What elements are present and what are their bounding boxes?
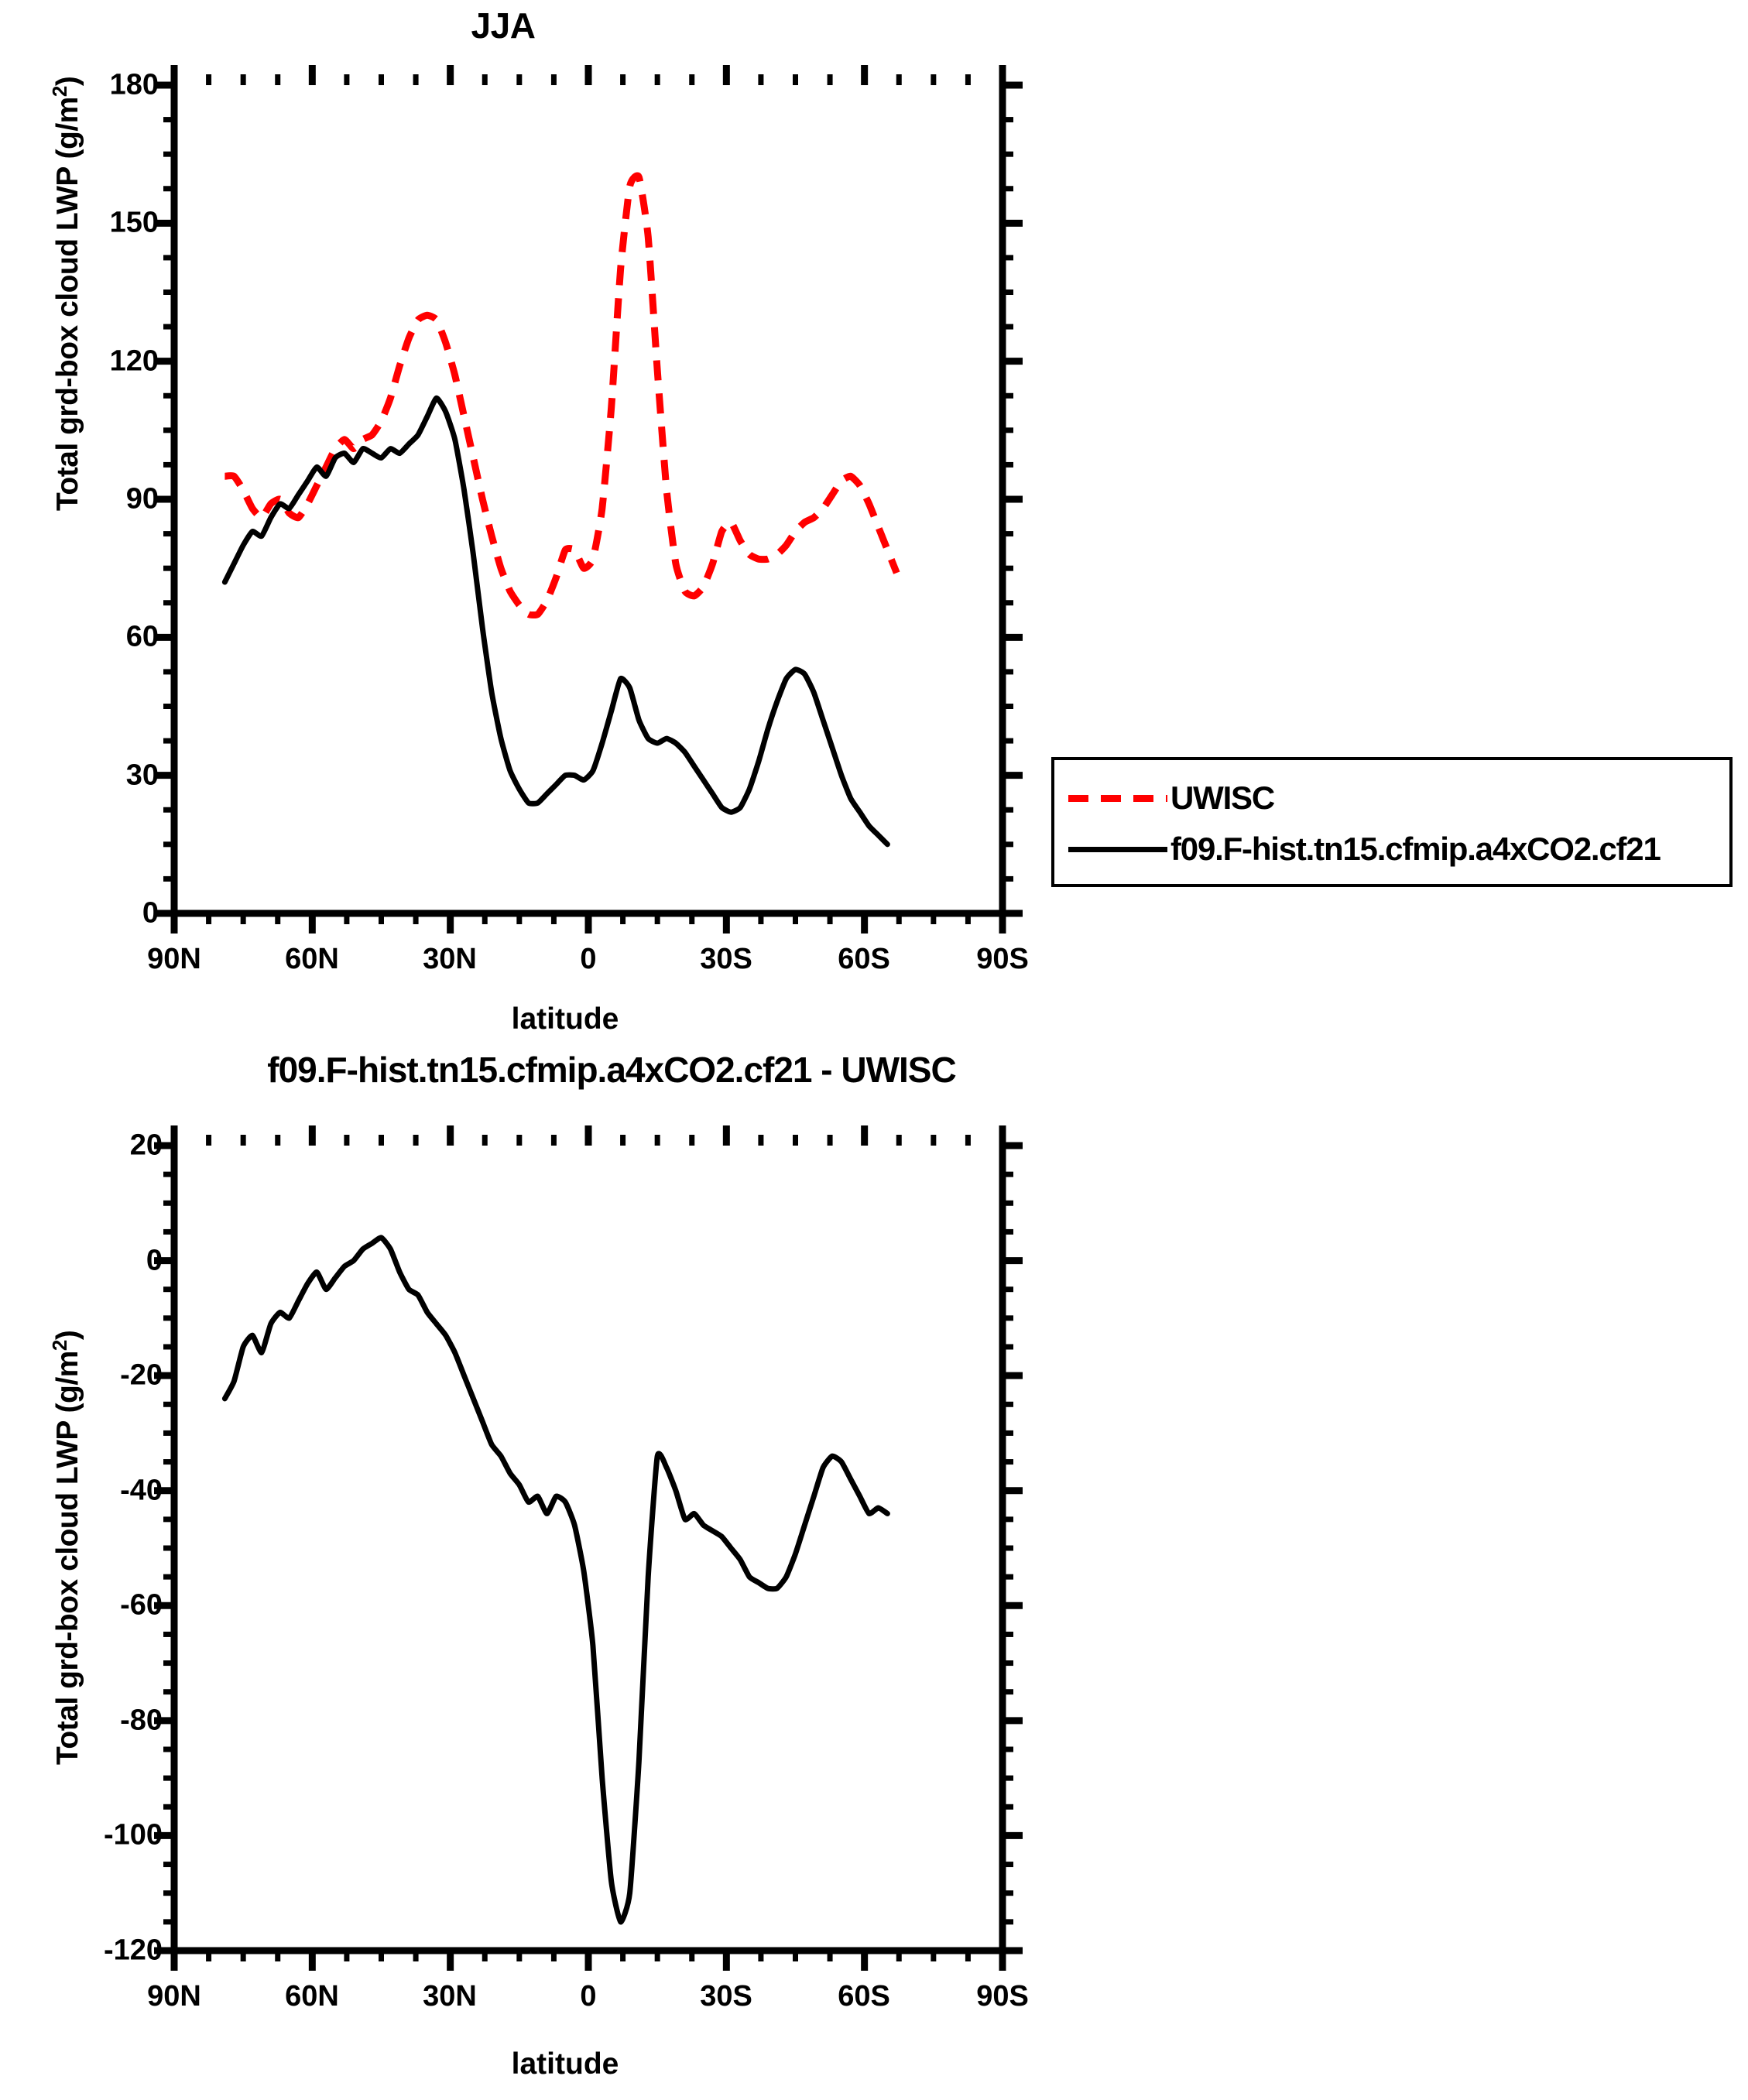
- bottom-x-tick-30N: 30N: [423, 1980, 477, 2013]
- top-y-tick-120: 120: [109, 344, 159, 378]
- legend-entry-uwisc: UWISC: [1054, 774, 1729, 822]
- top-panel-title: JJA: [471, 5, 536, 46]
- bottom-y-tick--100: -100: [103, 1818, 163, 1852]
- top-x-tick-90S: 90S: [976, 943, 1029, 975]
- top-panel-x-axis-label: latitude: [511, 1002, 619, 1036]
- y-axis-label-tail-bottom: ): [51, 1330, 84, 1341]
- y-axis-label-exponent-bottom: 2: [48, 1340, 71, 1351]
- top-panel-plot-area: [154, 65, 1023, 934]
- top-x-tick-60N: 60N: [285, 943, 339, 975]
- top-y-tick-60: 60: [125, 620, 159, 653]
- legend-swatch-dashed-icon: [1068, 794, 1167, 802]
- bottom-panel-title: f09.F-hist.tn15.cfmip.a4xCO2.cf21 - UWIS…: [267, 1050, 956, 1090]
- legend-label-uwisc: UWISC: [1170, 779, 1275, 816]
- y-axis-label-text-bottom: Total grd-box cloud LWP (g/m: [51, 1351, 84, 1765]
- bottom-x-tick-60S: 60S: [838, 1980, 890, 2013]
- bottom-panel-x-axis-label: latitude: [511, 2047, 619, 2081]
- top-y-tick-180: 180: [109, 68, 159, 101]
- bottom-x-tick-30S: 30S: [700, 1980, 752, 2013]
- uwisc-line-top: [224, 172, 900, 619]
- bottom-y-tick-0: 0: [146, 1244, 163, 1277]
- model-line-top: [221, 395, 890, 848]
- bottom-y-tick--60: -60: [120, 1588, 163, 1622]
- y-axis-label-text: Total grd-box cloud LWP (g/m: [51, 97, 84, 511]
- bottom-y-tick-20: 20: [129, 1129, 163, 1162]
- bottom-x-tick-90S: 90S: [976, 1980, 1029, 2013]
- top-y-tick-0: 0: [142, 896, 159, 930]
- legend-label-model: f09.F-hist.tn15.cfmip.a4xCO2.cf21: [1170, 831, 1661, 867]
- bottom-y-tick--80: -80: [120, 1704, 163, 1737]
- top-y-tick-30: 30: [125, 759, 159, 792]
- bottom-panel-y-axis-label: Total grd-box cloud LWP (g/m2): [48, 1331, 85, 1765]
- top-x-tick-0: 0: [580, 943, 597, 975]
- bottom-x-tick-60N: 60N: [285, 1980, 339, 2013]
- bottom-panel: f09.F-hist.tn15.cfmip.a4xCO2.cf21 - UWIS…: [0, 1022, 1748, 2100]
- top-panel: JJA Total grd-box cloud LWP (g/m2) latit…: [48, 5, 1733, 1036]
- bottom-y-tick--120: -120: [103, 1934, 163, 1967]
- top-x-tick-30N: 30N: [423, 943, 477, 975]
- legend-entry-model: f09.F-hist.tn15.cfmip.a4xCO2.cf21: [1054, 825, 1729, 873]
- bottom-y-tick--20: -20: [120, 1358, 163, 1392]
- bottom-x-tick-0: 0: [580, 1980, 597, 2013]
- top-panel-y-axis-label: Total grd-box cloud LWP (g/m2): [48, 77, 85, 511]
- y-axis-label-exponent: 2: [48, 86, 71, 98]
- top-panel-tick-marks: [154, 65, 1023, 934]
- top-x-tick-90N: 90N: [147, 943, 201, 975]
- top-y-tick-150: 150: [109, 206, 159, 239]
- top-x-tick-60S: 60S: [838, 943, 890, 975]
- bottom-y-tick--40: -40: [120, 1474, 163, 1507]
- bottom-x-tick-90N: 90N: [147, 1980, 201, 2013]
- top-x-tick-30S: 30S: [700, 943, 752, 975]
- legend-swatch-solid-icon: [1068, 846, 1167, 852]
- top-y-tick-90: 90: [125, 482, 159, 516]
- legend: UWISC f09.F-hist.tn15.cfmip.a4xCO2.cf21: [1051, 757, 1733, 887]
